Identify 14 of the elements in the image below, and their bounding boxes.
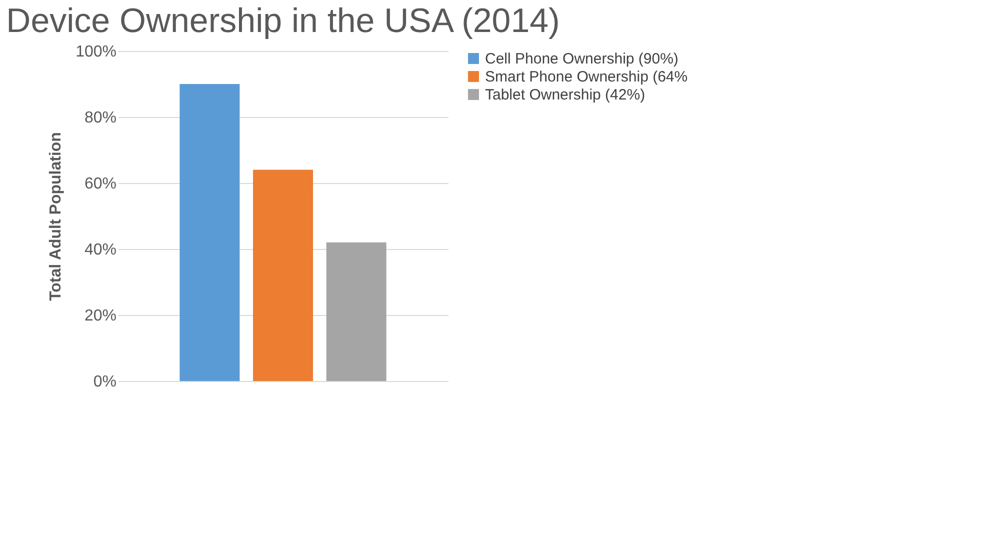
y-tick-label: 80% — [84, 110, 116, 126]
y-tick-label: 100% — [76, 44, 116, 60]
bar — [180, 84, 240, 381]
bar — [326, 242, 386, 381]
y-tick-label: 60% — [84, 176, 116, 192]
chart-title: Device Ownership in the USA (2014) — [6, 2, 560, 40]
y-tick-label: 40% — [84, 242, 116, 258]
legend-label: Cell Phone Ownership (90%) — [485, 50, 678, 68]
legend-label: Smart Phone Ownership (64% — [485, 68, 688, 86]
y-tick-label: 20% — [84, 308, 116, 324]
legend-label: Tablet Ownership (42%) — [485, 86, 646, 104]
y-tick-label: 0% — [93, 374, 116, 390]
y-axis-title: Total Adult Population — [48, 132, 65, 301]
bar — [253, 170, 313, 381]
